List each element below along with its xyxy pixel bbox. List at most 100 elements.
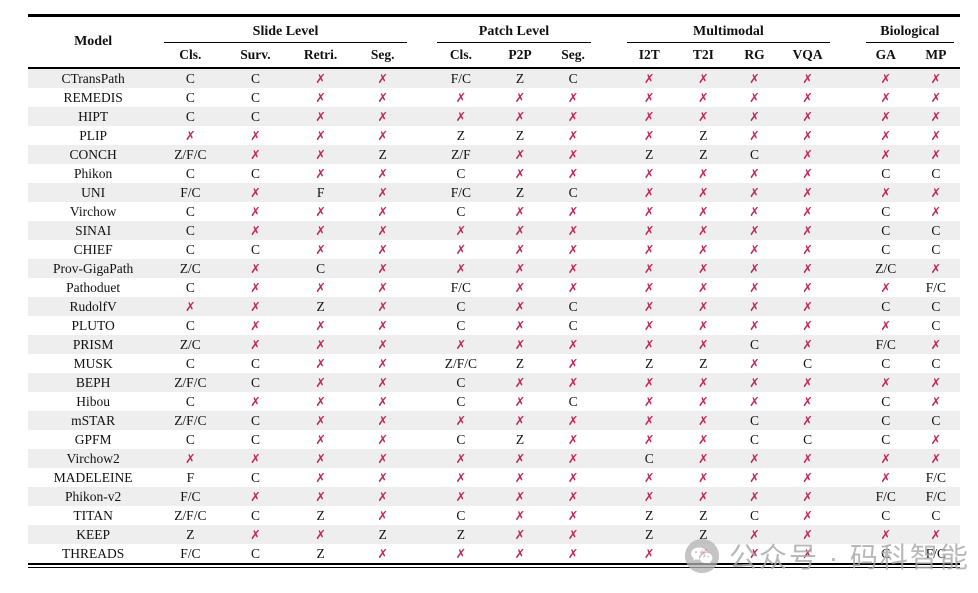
column-spacer — [836, 373, 860, 392]
model-name: Hibou — [76, 394, 110, 409]
cross-icon: ✗ — [377, 185, 388, 200]
column-spacer — [413, 506, 431, 525]
table-cell: ✗ — [729, 297, 779, 316]
table-cell: Z — [431, 525, 491, 544]
table-row: Virchow2 ✗ ✗ ✗ ✗ ✗ ✗ ✗ C ✗ ✗ ✗ ✗ ✗ — [28, 449, 960, 468]
table-cell: ✗ — [353, 221, 413, 240]
cross-icon: ✗ — [377, 242, 388, 257]
table-cell: ✗ — [780, 107, 836, 126]
cross-icon: ✗ — [802, 261, 813, 276]
cross-icon: ✗ — [377, 489, 388, 504]
cross-icon: ✗ — [749, 166, 760, 181]
table-cell: C — [222, 411, 288, 430]
column-spacer — [597, 183, 621, 202]
table-cell: ✗ — [222, 487, 288, 506]
table-cell: ✗ — [677, 487, 729, 506]
cross-icon: ✗ — [930, 261, 942, 276]
table-cell: ✗ — [621, 183, 677, 202]
cross-icon: ✗ — [802, 280, 813, 295]
cell-value: F/C — [450, 185, 472, 200]
cell-value: C — [185, 280, 195, 295]
column-spacer — [597, 316, 621, 335]
cross-icon: ✗ — [930, 128, 942, 143]
table-cell: ✗ — [729, 468, 779, 487]
cell-value: Z — [645, 527, 654, 542]
cross-icon: ✗ — [377, 508, 388, 523]
table-cell: ✗ — [431, 221, 491, 240]
column-spacer — [836, 278, 860, 297]
table-cell: ✗ — [677, 240, 729, 259]
table-cell: ✗ — [353, 373, 413, 392]
table-cell: ✗ — [289, 164, 353, 183]
column-spacer — [836, 202, 860, 221]
cross-icon: ✗ — [749, 242, 760, 257]
cell-value: F/C — [925, 280, 947, 295]
table-cell: ✗ — [491, 164, 549, 183]
table-cell: ✗ — [780, 525, 836, 544]
table-cell: C — [912, 240, 960, 259]
column-header-slide-retri: Retri. — [288, 43, 353, 69]
table-cell: ✗ — [353, 68, 413, 88]
cross-icon: ✗ — [567, 546, 579, 561]
cross-icon: ✗ — [930, 90, 942, 105]
column-spacer — [413, 316, 431, 335]
table-cell: ✗ — [491, 316, 549, 335]
table-cell: ✗ — [677, 107, 729, 126]
table-cell: C — [860, 411, 912, 430]
cross-icon: ✗ — [698, 71, 709, 86]
cell-value: C — [250, 242, 260, 257]
cross-icon: ✗ — [250, 204, 261, 219]
cross-icon: ✗ — [315, 356, 326, 371]
column-spacer — [836, 183, 860, 202]
table-cell: C — [860, 164, 912, 183]
table-cell: F/C — [431, 68, 491, 88]
column-spacer — [597, 221, 621, 240]
cell-value: C — [250, 166, 260, 181]
table-cell: ✗ — [780, 240, 836, 259]
table-cell: ✗ — [780, 88, 836, 107]
table-cell: C — [158, 354, 222, 373]
table-cell: C — [158, 392, 222, 411]
table-row: RudolfV ✗ ✗ Z ✗ C ✗ C ✗ ✗ ✗ ✗ C C — [28, 297, 960, 316]
table-cell: C — [222, 68, 288, 88]
cross-icon: ✗ — [698, 394, 709, 409]
column-header-i2t: I2T — [621, 43, 678, 69]
cell-value: Z — [456, 527, 465, 542]
cross-icon: ✗ — [377, 470, 388, 485]
table-cell: ✗ — [353, 449, 413, 468]
cross-icon: ✗ — [377, 280, 388, 295]
cross-icon: ✗ — [250, 299, 261, 314]
cross-icon: ✗ — [880, 470, 891, 485]
cross-icon: ✗ — [514, 489, 526, 504]
cell-value: C — [568, 394, 578, 409]
model-name: HIPT — [78, 109, 109, 124]
table-cell: ✗ — [222, 259, 288, 278]
column-spacer — [836, 392, 860, 411]
table-cell: C — [222, 373, 288, 392]
table-cell: ✗ — [912, 145, 960, 164]
cell-value: C — [931, 166, 941, 181]
cross-icon: ✗ — [802, 489, 813, 504]
cell-value: C — [185, 109, 195, 124]
cell-value: C — [931, 299, 941, 314]
model-name: BEPH — [75, 375, 111, 390]
column-spacer — [597, 506, 621, 525]
table-cell: ✗ — [289, 487, 353, 506]
table-cell: ✗ — [549, 373, 597, 392]
cross-icon: ✗ — [514, 261, 526, 276]
column-header-vqa: VQA — [779, 43, 836, 69]
model-name: KEEP — [76, 527, 110, 542]
table-cell: C — [289, 259, 353, 278]
column-spacer — [836, 145, 860, 164]
table-cell: ✗ — [780, 449, 836, 468]
cross-icon: ✗ — [698, 432, 709, 447]
table-cell: ✗ — [729, 221, 779, 240]
table-cell: ✗ — [353, 487, 413, 506]
table-row: Phikon C C ✗ ✗ C ✗ ✗ ✗ ✗ ✗ ✗ C C — [28, 164, 960, 183]
column-spacer — [597, 449, 621, 468]
table-cell: ✗ — [222, 392, 288, 411]
table-cell: ✗ — [491, 259, 549, 278]
table-cell: Z — [677, 145, 729, 164]
column-spacer — [835, 43, 860, 69]
